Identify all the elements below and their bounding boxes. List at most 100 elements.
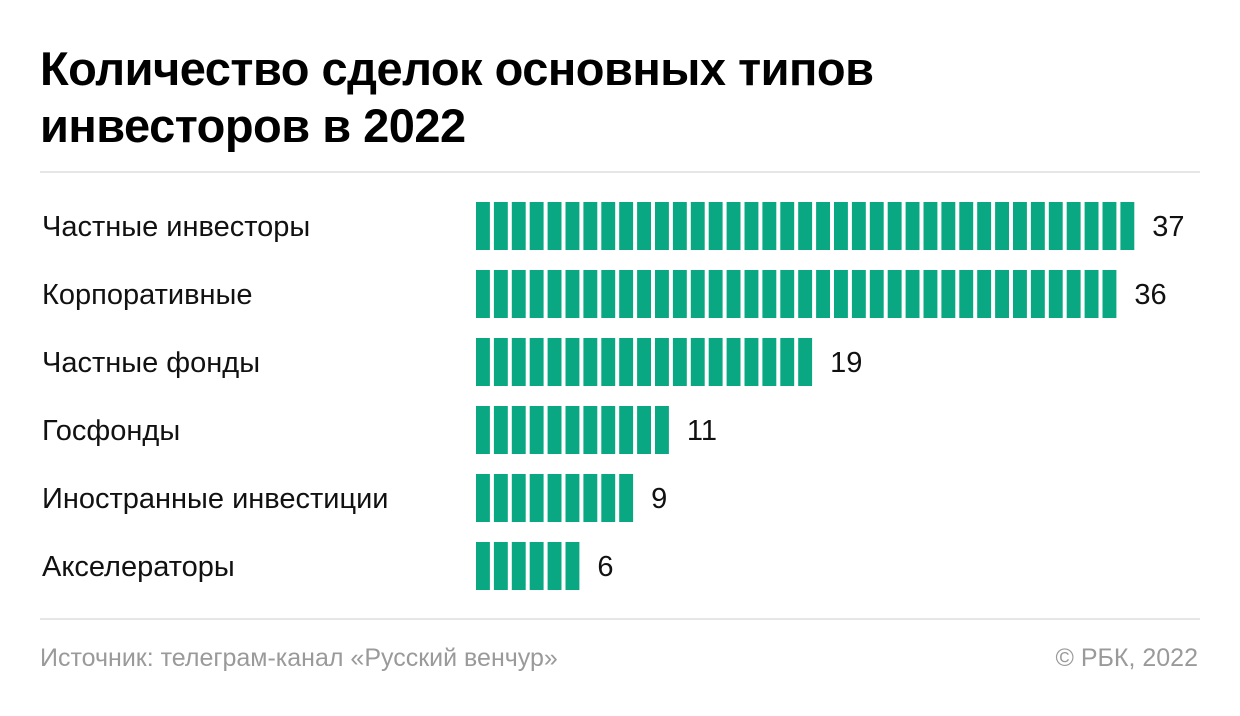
bar-segment bbox=[619, 270, 634, 318]
bar bbox=[476, 270, 1117, 318]
bar-row: Госфонды 11 bbox=[42, 406, 717, 454]
bar-segment bbox=[619, 406, 634, 454]
bar-segment bbox=[941, 202, 956, 250]
bar-segment bbox=[1102, 202, 1117, 250]
bar-segment bbox=[887, 270, 902, 318]
bar-segment bbox=[834, 202, 848, 250]
bar-segment bbox=[780, 202, 795, 250]
bar-segment bbox=[601, 270, 616, 318]
bar-segment bbox=[690, 270, 705, 318]
bar bbox=[476, 474, 634, 522]
bar-row: Частные фонды 19 bbox=[42, 338, 862, 386]
bar-segment bbox=[476, 406, 490, 454]
bar-segment bbox=[529, 270, 544, 318]
bar-segment bbox=[565, 202, 580, 250]
bar-segment bbox=[1102, 270, 1117, 318]
bar-segment bbox=[476, 338, 490, 386]
bar-segment bbox=[583, 338, 598, 386]
bar-segment bbox=[511, 474, 526, 522]
source-note: Источник: телеграм-канал «Русский венчур… bbox=[40, 644, 558, 672]
bar-segment bbox=[1066, 270, 1081, 318]
bar-segment bbox=[493, 270, 508, 318]
bar-segment bbox=[708, 338, 723, 386]
bar-segment bbox=[744, 202, 759, 250]
bar-segment bbox=[977, 270, 992, 318]
bar-segment bbox=[565, 338, 580, 386]
bar-segment bbox=[619, 474, 634, 522]
bar-segment bbox=[798, 338, 813, 386]
bar-segment bbox=[637, 270, 651, 318]
bar bbox=[476, 202, 1135, 250]
bar-segment bbox=[511, 202, 526, 250]
bar-segment bbox=[619, 202, 634, 250]
bar-segment bbox=[583, 406, 598, 454]
bar-segment bbox=[780, 270, 795, 318]
bar-segment bbox=[887, 202, 902, 250]
bar-segment bbox=[905, 270, 920, 318]
bar-segment bbox=[601, 202, 616, 250]
category-label: Корпоративные bbox=[42, 279, 252, 311]
bar-segment bbox=[959, 270, 974, 318]
bar-segment bbox=[655, 202, 669, 250]
value-label: 36 bbox=[1134, 279, 1166, 311]
bar-segment bbox=[762, 338, 777, 386]
value-label: 9 bbox=[651, 483, 667, 515]
top-divider bbox=[40, 171, 1200, 173]
bar-segment bbox=[1013, 202, 1027, 250]
bar-segment bbox=[655, 338, 669, 386]
bar-segment bbox=[672, 202, 687, 250]
bar-segment bbox=[1048, 202, 1063, 250]
bar-segment bbox=[905, 202, 920, 250]
value-label: 19 bbox=[830, 347, 862, 379]
bar-segment bbox=[726, 338, 741, 386]
bar-segment bbox=[547, 542, 562, 590]
category-label: Госфонды bbox=[42, 415, 180, 447]
bar-segment bbox=[529, 542, 544, 590]
bar-segment bbox=[637, 406, 651, 454]
bar-segment bbox=[726, 202, 741, 250]
bar bbox=[476, 406, 669, 454]
bar-segment bbox=[529, 474, 544, 522]
bar-segment bbox=[493, 542, 508, 590]
bar-segment bbox=[493, 338, 508, 386]
bar-segment bbox=[565, 270, 580, 318]
bar-segment bbox=[476, 270, 490, 318]
bar-segment bbox=[601, 338, 616, 386]
bar-segment bbox=[511, 542, 526, 590]
category-label: Частные фонды bbox=[42, 347, 260, 379]
bottom-divider bbox=[40, 618, 1200, 620]
bar-segment bbox=[995, 270, 1009, 318]
bar-segment bbox=[995, 202, 1009, 250]
bar-segment bbox=[565, 542, 580, 590]
bar-segment bbox=[619, 338, 634, 386]
bar-segment bbox=[959, 202, 974, 250]
bar-segment bbox=[1030, 202, 1045, 250]
bar-segment bbox=[744, 338, 759, 386]
bar-segment bbox=[1013, 270, 1027, 318]
bar-segment bbox=[708, 202, 723, 250]
bar-segment bbox=[637, 338, 651, 386]
bar-segment bbox=[547, 338, 562, 386]
bar-segment bbox=[1084, 202, 1099, 250]
bar-segment bbox=[726, 270, 741, 318]
bar-segment bbox=[565, 474, 580, 522]
bar-segment bbox=[655, 270, 669, 318]
category-label: Иностранные инвестиции bbox=[42, 483, 389, 515]
bar-segment bbox=[1084, 270, 1099, 318]
bar-segment bbox=[816, 202, 830, 250]
bar-row: Корпоративные 36 bbox=[42, 270, 1167, 318]
bar-segment bbox=[655, 406, 669, 454]
bar-segment bbox=[744, 270, 759, 318]
bar-segment bbox=[762, 202, 777, 250]
bar-segment bbox=[762, 270, 777, 318]
bar-segment bbox=[493, 406, 508, 454]
bar-segment bbox=[1066, 202, 1081, 250]
bar-segment bbox=[941, 270, 956, 318]
bar-segment bbox=[476, 542, 490, 590]
bar-segment bbox=[690, 338, 705, 386]
bar-segment bbox=[511, 338, 526, 386]
value-label: 37 bbox=[1152, 211, 1184, 243]
category-label: Акселераторы bbox=[42, 551, 235, 583]
bar-segment bbox=[476, 202, 490, 250]
bar-segment bbox=[1048, 270, 1063, 318]
